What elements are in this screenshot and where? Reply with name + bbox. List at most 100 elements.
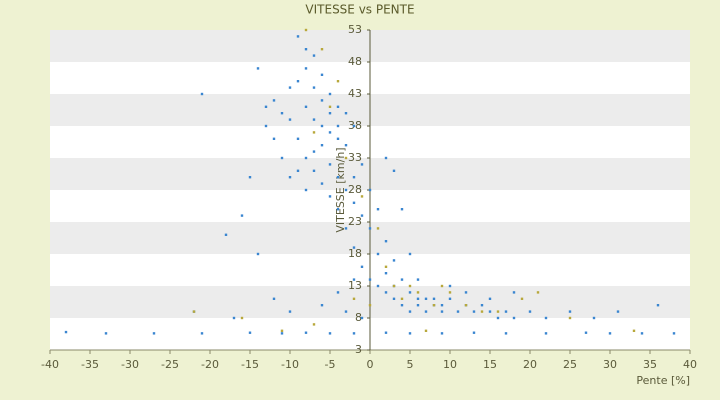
scatter-point [280, 112, 284, 115]
scatter-point [592, 316, 596, 320]
scatter-point [472, 331, 476, 334]
scatter-point [408, 310, 412, 313]
scatter-point [384, 240, 388, 243]
scatter-point [544, 332, 548, 335]
scatter-point [400, 208, 404, 211]
scatter-point [320, 48, 324, 51]
scatter-point [304, 188, 308, 192]
scatter-point [416, 278, 420, 281]
scatter-point [336, 124, 340, 128]
scatter-point [320, 73, 324, 76]
scatter-point [568, 316, 572, 320]
x-tick-label: 15 [483, 358, 497, 371]
scatter-point [616, 310, 620, 313]
scatter-point [336, 176, 340, 179]
scatter-point [240, 316, 244, 320]
scatter-point [424, 329, 428, 332]
scatter-point [368, 188, 372, 192]
scatter-point [432, 304, 436, 307]
x-tick-label: -10 [281, 358, 299, 371]
y-tick-label: 53 [348, 23, 362, 36]
scatter-point [416, 304, 420, 307]
scatter-point [440, 304, 444, 307]
scatter-point [304, 28, 308, 32]
scatter-point [440, 310, 444, 313]
scatter-point [640, 332, 644, 335]
scatter-point [248, 331, 252, 334]
scatter-point [520, 297, 524, 300]
x-tick-label: 20 [523, 358, 537, 371]
scatter-point [512, 316, 516, 320]
scatter-point [344, 156, 348, 160]
scatter-point [368, 304, 372, 307]
scatter-point [440, 284, 444, 288]
scatter-point [392, 284, 396, 288]
scatter-point [328, 195, 332, 198]
scatter-point [400, 278, 404, 281]
scatter-point [632, 329, 636, 332]
scatter-point [288, 176, 292, 179]
scatter-point [224, 233, 228, 236]
scatter-point [416, 291, 420, 294]
scatter-point [384, 156, 388, 160]
scatter-point [200, 92, 204, 96]
scatter-point [352, 332, 356, 335]
scatter-point [336, 291, 340, 294]
scatter-point [352, 124, 356, 128]
scatter-point [320, 144, 324, 147]
scatter-point [320, 304, 324, 307]
scatter-point [440, 332, 444, 335]
scatter-point [416, 297, 420, 300]
scatter-point [384, 291, 388, 294]
scatter-point [448, 284, 452, 288]
x-tick-label: -40 [41, 358, 59, 371]
y-tick-label: 28 [348, 183, 362, 196]
scatter-point [352, 297, 356, 300]
scatter-point [296, 169, 300, 172]
scatter-point [200, 332, 204, 335]
scatter-point [448, 297, 452, 300]
x-tick-label: 25 [563, 358, 577, 371]
x-tick-label: -5 [325, 358, 336, 371]
scatter-point [344, 227, 348, 230]
y-tick-label: 23 [348, 215, 362, 228]
scatter-point [456, 310, 460, 313]
scatter-point [368, 227, 372, 230]
scatter-point [360, 163, 364, 166]
scatter-point [408, 252, 412, 256]
scatter-point [336, 80, 340, 83]
x-tick-label: -35 [81, 358, 99, 371]
scatter-point [304, 67, 308, 70]
scatter-point [672, 332, 676, 335]
scatter-point [384, 331, 388, 334]
y-axis-title: VITESSE [km/h] [334, 147, 347, 232]
scatter-point [424, 297, 428, 300]
scatter-point [312, 54, 316, 57]
scatter-point [408, 291, 412, 294]
scatter-point [312, 323, 316, 326]
scatter-point [336, 208, 340, 211]
scatter-point [472, 310, 476, 313]
scatter-point [488, 297, 492, 300]
scatter-point [104, 332, 108, 335]
scatter-point [360, 195, 364, 198]
scatter-point [280, 332, 284, 335]
scatter-point [384, 272, 388, 275]
scatter-point [360, 316, 364, 320]
scatter-point [288, 86, 292, 89]
scatter-point [504, 310, 508, 313]
scatter-point [568, 310, 572, 313]
scatter-point [296, 80, 300, 83]
scatter-point [280, 329, 284, 332]
scatter-point [352, 246, 356, 249]
scatter-point [536, 291, 540, 294]
scatter-point [408, 284, 412, 288]
scatter-point [296, 35, 300, 38]
scatter-point [392, 259, 396, 262]
scatter-point [504, 332, 508, 335]
scatter-point [328, 163, 332, 166]
scatter-point [432, 297, 436, 300]
scatter-point [312, 150, 316, 153]
y-tick-label: 3 [355, 343, 362, 356]
